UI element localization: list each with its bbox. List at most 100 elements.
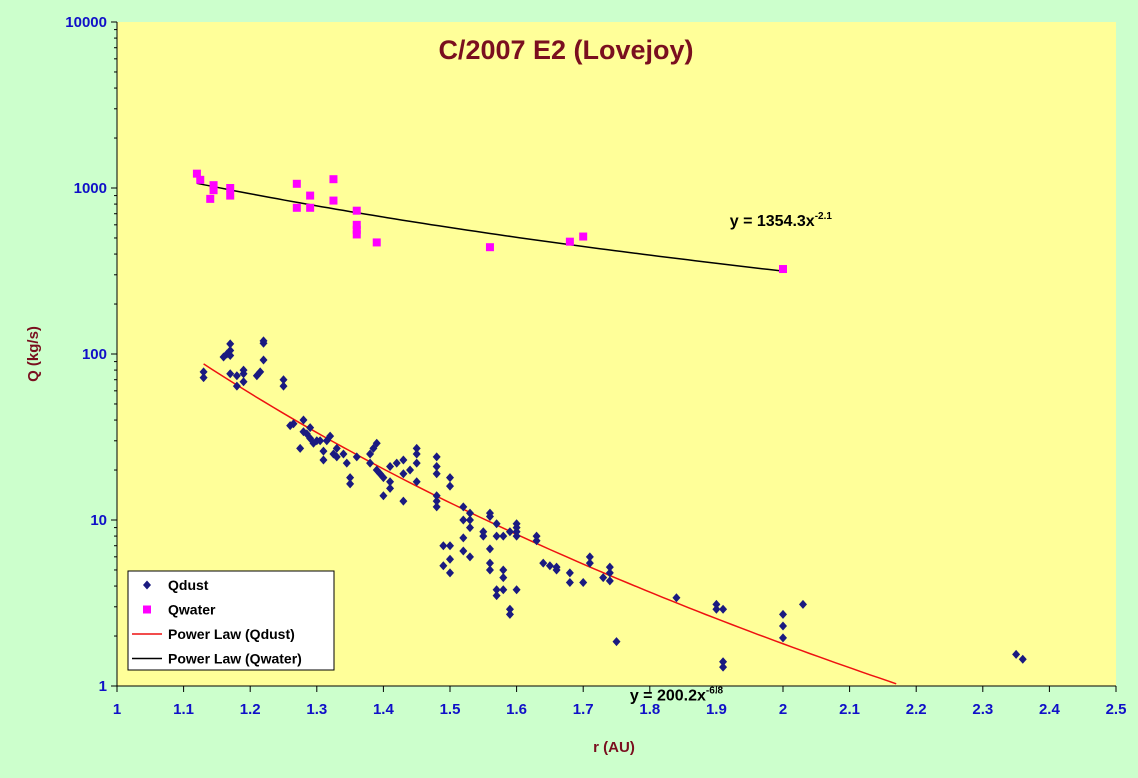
qwater-point <box>352 220 361 229</box>
qdust-point <box>399 469 408 479</box>
qdust-point <box>499 531 508 541</box>
qwater-point <box>565 237 574 246</box>
y-tick-label: 1000 <box>74 180 107 197</box>
qdust-point <box>239 369 248 379</box>
qdust-point <box>199 367 208 377</box>
equation-exponent: -2.1 <box>815 211 833 222</box>
qwater-point <box>209 186 218 195</box>
qdust-point <box>392 458 401 468</box>
qdust-point <box>505 604 514 614</box>
qwater-point <box>329 196 338 205</box>
qdust-point <box>565 568 574 578</box>
x-tick-label: 1.2 <box>240 701 261 718</box>
x-tick-label: 2.3 <box>972 701 993 718</box>
qwater-point <box>352 206 361 215</box>
legend: Qdust Qwater Power Law (Qdust) Power Law (Q… <box>127 570 335 671</box>
legend-label-power-law-qdust: Power Law (Qdust) <box>168 626 295 642</box>
qwater-point <box>196 175 205 184</box>
qdust-point <box>539 558 548 568</box>
legend-label-qwater: Qwater <box>168 602 216 618</box>
qwater-point <box>352 230 361 239</box>
axes <box>111 21 1117 692</box>
qwater-point <box>779 265 787 274</box>
qdust-point <box>605 568 614 578</box>
qwater-point <box>579 232 588 241</box>
qdust-point <box>779 621 787 631</box>
x-tick-label: 1 <box>113 701 121 718</box>
y-tick-label: 10 <box>90 512 107 529</box>
qdust-point <box>798 599 807 609</box>
qdust-point <box>459 546 468 556</box>
qdust-point <box>319 446 328 456</box>
qdust-point <box>605 562 614 572</box>
qdust-point <box>432 491 441 501</box>
chart-title: C/2007 E2 (Lovejoy) <box>438 35 693 65</box>
qwater-point <box>206 194 215 203</box>
qdust-point <box>459 515 468 525</box>
qdust-point <box>199 373 208 383</box>
trend-equation: y = 1354.3x-2.1 <box>730 211 833 230</box>
x-tick-label: 2.5 <box>1106 701 1127 718</box>
qdust-point <box>326 431 335 441</box>
qdust-point <box>319 455 328 465</box>
qdust-point <box>492 585 501 595</box>
qdust-point <box>399 455 408 465</box>
qdust-point <box>352 452 361 462</box>
legend-swatch-qdust <box>143 580 151 590</box>
qdust-point <box>459 502 468 512</box>
data-points <box>192 169 1027 672</box>
qdust-point <box>256 367 265 377</box>
trend-equation: y = 200.2x-6.8 <box>630 685 724 704</box>
qdust-point <box>289 419 298 429</box>
qdust-point <box>412 477 421 487</box>
qdust-point <box>332 452 341 462</box>
trendline-power-law-qwater <box>196 182 784 272</box>
qwater-point <box>306 203 315 212</box>
qdust-point <box>232 371 241 381</box>
qdust-point <box>512 527 521 537</box>
qdust-point <box>499 565 508 575</box>
equation-annotations: y = 1354.3x-2.1 y = 200.2x-6.8 <box>630 211 833 704</box>
qdust-point <box>379 491 388 501</box>
qdust-point <box>492 591 501 601</box>
qdust-point <box>279 381 288 391</box>
qdust-point <box>346 473 355 483</box>
qdust-point <box>492 531 501 541</box>
x-tick-label: 1.9 <box>706 701 727 718</box>
legend-box <box>127 570 335 671</box>
qdust-point <box>552 565 561 575</box>
qdust-point <box>412 449 421 459</box>
qdust-point <box>446 568 454 578</box>
qdust-point <box>446 554 454 564</box>
qdust-point <box>479 531 488 541</box>
x-axis-label: r (AU) <box>593 739 635 756</box>
qdust-point <box>779 609 787 619</box>
x-tick-label: 1.5 <box>440 701 461 718</box>
qdust-point <box>712 599 721 609</box>
qdust-point <box>232 381 241 391</box>
qdust-point <box>259 338 268 348</box>
qdust-point <box>379 473 388 483</box>
qdust-point <box>259 355 268 365</box>
qdust-point <box>342 458 351 468</box>
qdust-point <box>432 502 441 512</box>
x-tick-label: 1.8 <box>639 701 660 718</box>
qdust-point <box>299 415 308 425</box>
y-tick-label: 100 <box>82 346 107 363</box>
x-tick-label: 2.2 <box>906 701 927 718</box>
trendlines <box>196 182 897 685</box>
qwater-point <box>209 181 218 190</box>
qwater-point <box>292 203 301 212</box>
equation-exponent: -6.8 <box>706 685 724 696</box>
qdust-point <box>446 481 454 491</box>
equation-base: y = 1354.3x <box>730 213 815 230</box>
qdust-point <box>585 552 594 562</box>
x-tick-label: 2.4 <box>1039 701 1061 718</box>
qdust-point <box>532 531 541 541</box>
qdust-point <box>432 462 441 472</box>
qdust-point <box>459 533 468 543</box>
y-axis-label: Q (kg/s) <box>25 326 42 382</box>
x-tick-label: 2.1 <box>839 701 860 718</box>
qdust-point <box>465 515 474 525</box>
trendline-power-law-qdust <box>203 363 897 685</box>
